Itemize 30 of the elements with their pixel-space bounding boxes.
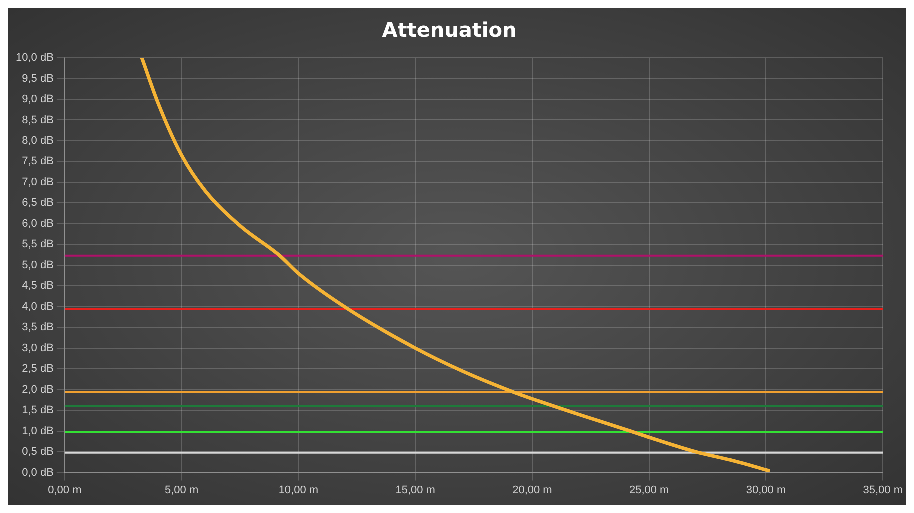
y-tick-label: 4,0 dB — [22, 300, 54, 313]
y-tick-label: 5,5 dB — [22, 238, 54, 251]
chart-title: Attenuation — [382, 18, 517, 42]
x-tick-label: 0,00 m — [48, 484, 82, 496]
y-tick-label: 1,5 dB — [22, 404, 54, 417]
y-tick-label: 3,5 dB — [22, 322, 54, 334]
y-tick-label: 4,5 dB — [22, 280, 54, 292]
x-tick-label: 30,00 m — [746, 484, 786, 496]
x-tick-label: 35,00 m — [863, 484, 903, 496]
y-tick-label: 2,5 dB — [22, 363, 54, 376]
y-tick-label: 6,0 dB — [22, 218, 54, 230]
x-tick-label: 25,00 m — [629, 484, 670, 496]
x-tick-label: 5,00 m — [164, 484, 199, 496]
y-tick-label: 8,5 dB — [22, 114, 54, 126]
y-tick-label: 0,5 dB — [22, 446, 54, 458]
y-tick-label: 3,0 dB — [22, 342, 54, 354]
y-tick-label: 6,5 dB — [22, 197, 54, 210]
y-tick-label: 2,0 dB — [22, 384, 54, 396]
x-tick-label: 20,00 m — [512, 484, 552, 496]
x-tick-label: 15,00 m — [396, 484, 436, 496]
y-tick-label: 5,0 dB — [22, 259, 54, 272]
x-tick-label: 10,00 m — [278, 484, 319, 496]
y-tick-label: 9,0 dB — [22, 94, 54, 106]
y-tick-label: 0,0 dB — [22, 466, 54, 479]
y-tick-label: 8,0 dB — [22, 134, 54, 147]
y-tick-label: 9,5 dB — [22, 72, 54, 85]
y-tick-label: 1,0 dB — [22, 425, 54, 438]
y-tick-label: 7,0 dB — [22, 176, 54, 188]
y-tick-label: 7,5 dB — [22, 156, 54, 168]
y-tick-label: 10,0 dB — [16, 52, 54, 64]
